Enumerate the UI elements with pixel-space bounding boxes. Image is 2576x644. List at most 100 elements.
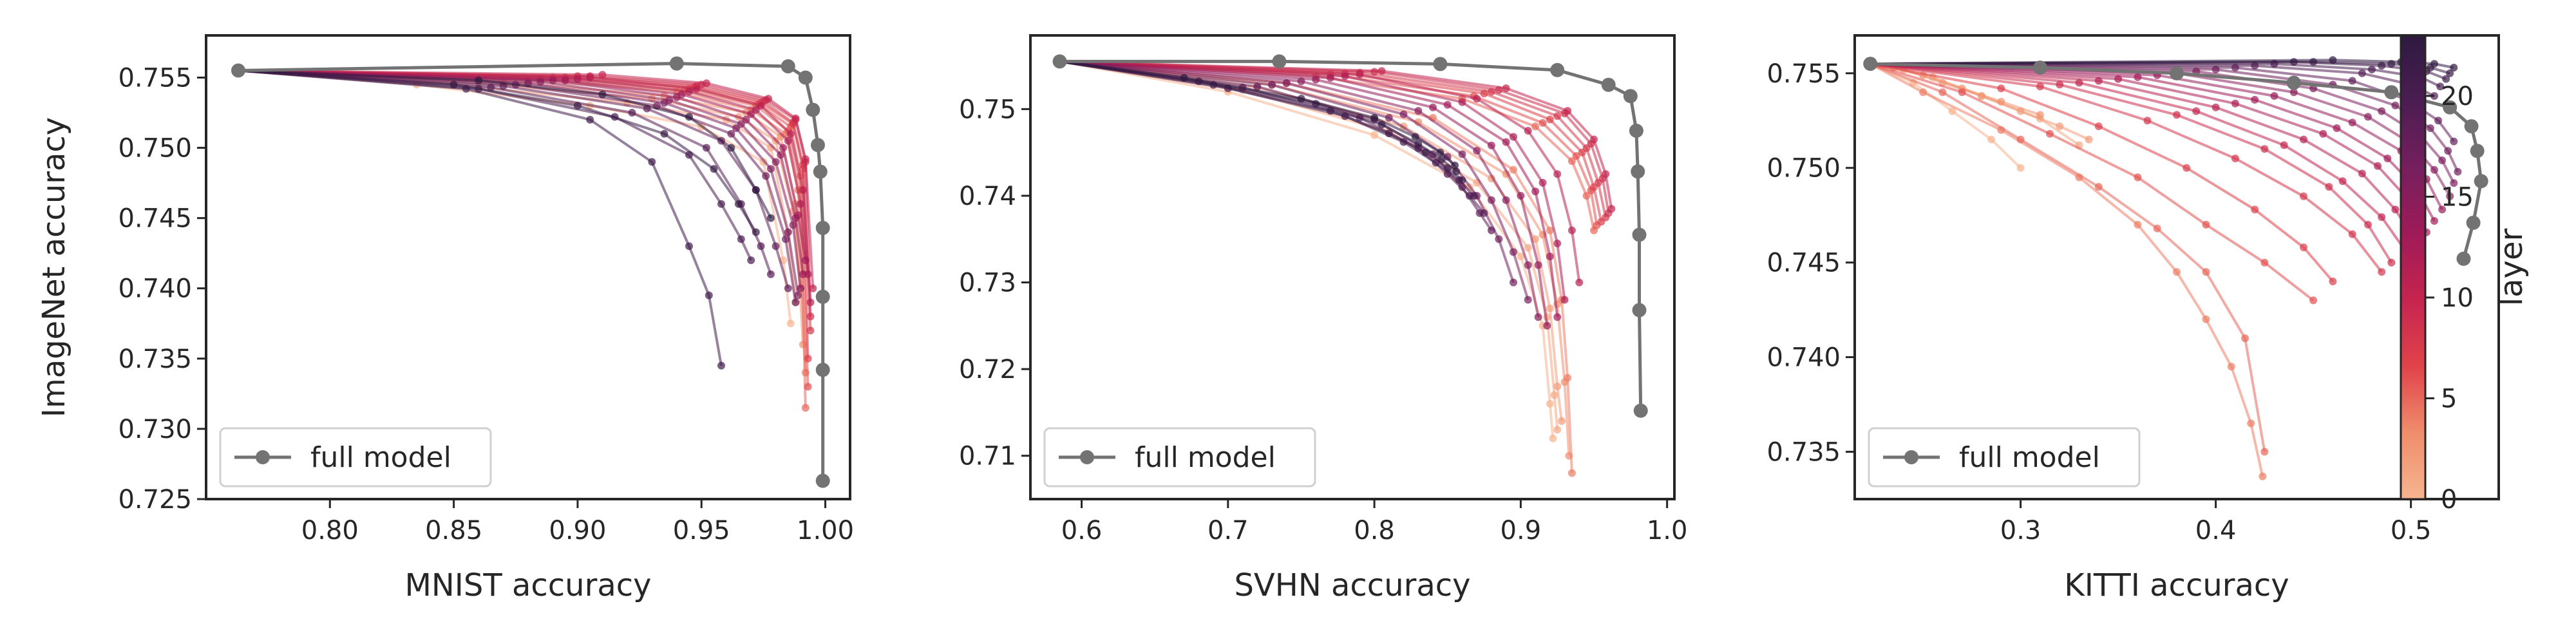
data-point xyxy=(1356,70,1364,79)
data-point xyxy=(786,129,795,138)
data-point xyxy=(2338,177,2347,185)
data-point xyxy=(762,172,770,180)
full-model-point xyxy=(2470,144,2485,158)
data-point xyxy=(705,291,713,299)
data-point xyxy=(2368,65,2376,73)
data-point xyxy=(737,235,745,243)
data-point xyxy=(2387,258,2396,267)
data-point xyxy=(1546,226,1554,234)
data-point xyxy=(2036,82,2044,91)
data-point xyxy=(2300,135,2307,144)
data-point xyxy=(1510,133,1517,141)
data-point xyxy=(2430,60,2438,68)
full-model-point xyxy=(2474,174,2488,189)
data-point xyxy=(1534,261,1542,269)
x-axis-ticks: 0.6 0.7 0.8 0.9 1.0 xyxy=(1061,499,1687,545)
data-point xyxy=(764,95,773,103)
y-tick-label: 0.73 xyxy=(959,269,1016,298)
full-model-point xyxy=(669,56,684,71)
data-point xyxy=(660,129,668,138)
full-model-point xyxy=(806,102,820,117)
data-point xyxy=(1451,161,1459,169)
data-point xyxy=(1531,122,1540,131)
y-tick-label: 0.730 xyxy=(118,415,192,444)
y-axis-ticks: 0.71 0.72 0.73 0.74 0.75 xyxy=(959,95,1030,471)
data-point xyxy=(598,71,607,79)
data-point xyxy=(1560,296,1569,304)
series-line-layer-4 xyxy=(1870,62,2264,477)
data-point xyxy=(2378,268,2386,276)
data-point xyxy=(2348,118,2356,127)
data-point xyxy=(702,144,710,152)
full-model-point xyxy=(1272,54,1287,69)
data-point xyxy=(2259,472,2267,480)
data-point xyxy=(1553,112,1562,120)
data-point xyxy=(732,124,741,132)
colorbar-tick-label: 10 xyxy=(2441,283,2474,313)
data-point xyxy=(1550,391,1558,399)
data-point xyxy=(598,90,607,99)
data-point xyxy=(799,186,807,194)
data-point xyxy=(1948,107,1956,115)
data-point xyxy=(791,214,800,222)
data-point xyxy=(1253,82,1262,91)
full-model-point xyxy=(1601,77,1616,92)
series-line-layer-21 xyxy=(238,69,723,366)
data-point xyxy=(1997,84,2005,93)
data-point xyxy=(1502,138,1510,146)
data-point xyxy=(685,88,693,96)
data-point xyxy=(1572,152,1580,160)
data-point xyxy=(1429,103,1437,111)
y-tick-label: 0.72 xyxy=(959,355,1016,384)
data-point xyxy=(2231,155,2239,162)
full-model-point xyxy=(1052,54,1067,69)
y-axis-ticks: 0.725 0.730 0.735 0.740 0.745 0.750 0.755 xyxy=(118,63,206,515)
data-point xyxy=(791,298,800,307)
y-tick-label: 0.750 xyxy=(1766,154,1841,184)
x-tick-label: 0.9 xyxy=(1501,516,1542,545)
data-point xyxy=(2378,107,2386,115)
data-point xyxy=(1997,97,2005,106)
data-point xyxy=(1385,113,1393,122)
data-point xyxy=(2450,179,2458,187)
data-point xyxy=(628,109,636,117)
data-point xyxy=(799,270,807,278)
legend-box xyxy=(219,427,492,488)
data-point xyxy=(2036,111,2044,119)
data-point xyxy=(1458,150,1466,158)
data-point xyxy=(766,270,775,278)
data-point xyxy=(2251,95,2259,104)
data-point xyxy=(2391,101,2400,109)
full-model-point xyxy=(1629,124,1643,138)
data-point xyxy=(2134,173,2142,182)
data-point xyxy=(2075,79,2083,87)
data-point xyxy=(1297,95,1305,103)
legend-marker xyxy=(256,450,270,464)
y-tick-label: 0.745 xyxy=(1766,249,1841,278)
data-point xyxy=(2438,205,2447,214)
plot-frame xyxy=(1853,34,2500,500)
layer-series-group xyxy=(231,56,830,488)
series-full-model xyxy=(1863,57,2488,266)
data-point xyxy=(1567,157,1576,166)
full-model-point xyxy=(1633,403,1648,418)
data-point xyxy=(1480,209,1488,217)
data-point xyxy=(2289,88,2298,97)
y-tick-label: 0.740 xyxy=(118,274,192,304)
y-axis-ticks: 0.735 0.740 0.745 0.750 0.755 xyxy=(1766,59,1855,468)
data-point xyxy=(2300,192,2307,200)
data-point xyxy=(727,129,735,138)
colorbar-tick-label: 20 xyxy=(2441,82,2474,111)
data-point xyxy=(1414,107,1423,115)
data-point xyxy=(752,228,760,236)
data-point xyxy=(2309,84,2318,93)
data-point xyxy=(2446,69,2454,77)
data-point xyxy=(801,256,810,265)
data-point xyxy=(717,200,725,208)
data-point xyxy=(2444,147,2452,155)
colorbar-tick-label: 5 xyxy=(2441,384,2457,413)
data-point xyxy=(1919,88,1927,97)
data-point xyxy=(2211,103,2220,111)
data-point xyxy=(1385,129,1393,138)
